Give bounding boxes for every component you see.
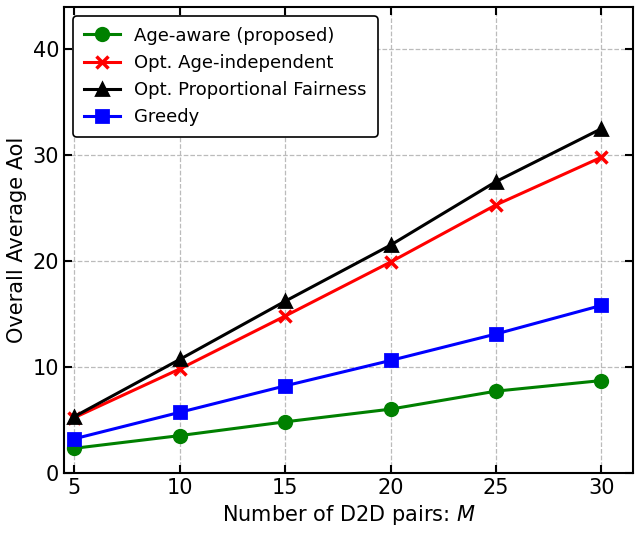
Age-aware (proposed) xyxy=(70,445,78,452)
Legend: Age-aware (proposed), Opt. Age-independent, Opt. Proportional Fairness, Greedy: Age-aware (proposed), Opt. Age-independe… xyxy=(73,16,378,137)
X-axis label: Number of D2D pairs: $M$: Number of D2D pairs: $M$ xyxy=(221,503,476,527)
Opt. Proportional Fairness xyxy=(492,178,500,185)
Greedy xyxy=(70,436,78,442)
Opt. Age-independent xyxy=(176,366,184,372)
Age-aware (proposed) xyxy=(492,388,500,394)
Line: Opt. Proportional Fairness: Opt. Proportional Fairness xyxy=(68,122,608,423)
Opt. Proportional Fairness xyxy=(282,298,289,304)
Opt. Age-independent xyxy=(70,414,78,421)
Greedy xyxy=(176,409,184,415)
Greedy xyxy=(282,383,289,389)
Age-aware (proposed) xyxy=(282,419,289,425)
Opt. Proportional Fairness xyxy=(70,413,78,420)
Opt. Proportional Fairness xyxy=(598,125,605,132)
Opt. Age-independent xyxy=(282,313,289,319)
Greedy xyxy=(598,302,605,309)
Age-aware (proposed) xyxy=(598,378,605,384)
Opt. Age-independent xyxy=(387,259,394,265)
Opt. Age-independent xyxy=(598,154,605,160)
Opt. Age-independent xyxy=(492,202,500,208)
Age-aware (proposed) xyxy=(176,433,184,439)
Opt. Proportional Fairness xyxy=(387,242,394,248)
Line: Opt. Age-independent: Opt. Age-independent xyxy=(68,151,608,424)
Greedy xyxy=(492,331,500,337)
Greedy xyxy=(387,357,394,364)
Line: Age-aware (proposed): Age-aware (proposed) xyxy=(68,374,608,454)
Y-axis label: Overall Average AoI: Overall Average AoI xyxy=(7,137,27,343)
Age-aware (proposed) xyxy=(387,406,394,412)
Opt. Proportional Fairness xyxy=(176,356,184,363)
Line: Greedy: Greedy xyxy=(68,299,608,445)
